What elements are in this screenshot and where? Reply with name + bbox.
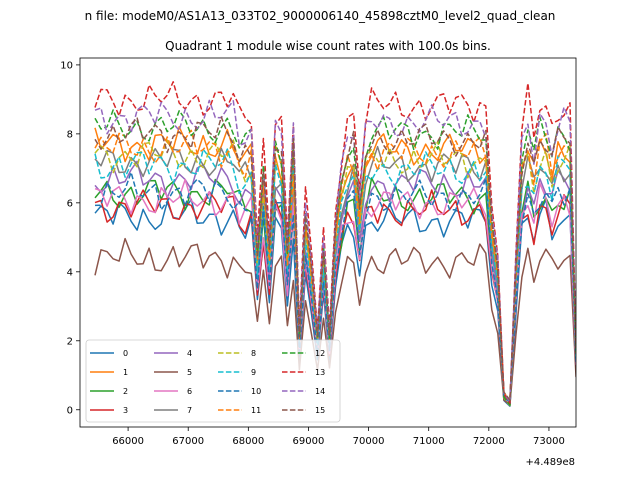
x-tick-label: 69000 xyxy=(293,436,325,447)
chart-title: Quadrant 1 module wise count rates with … xyxy=(165,39,491,53)
legend-label-0: 0 xyxy=(123,349,128,358)
series-line-6 xyxy=(94,178,576,404)
y-tick-label: 4 xyxy=(67,267,73,278)
legend-label-9: 9 xyxy=(251,368,256,377)
x-tick-label: 70000 xyxy=(353,436,385,447)
legend-label-8: 8 xyxy=(251,349,256,358)
legend-label-6: 6 xyxy=(187,387,192,396)
legend-label-2: 2 xyxy=(123,387,128,396)
x-axis: 66000 67000 68000 69000 70000 71000 72000 73000 xyxy=(112,427,565,447)
legend-label-1: 1 xyxy=(123,368,128,377)
series-line-1 xyxy=(94,126,576,405)
series-line-9 xyxy=(94,148,576,405)
series-line-10 xyxy=(94,171,576,404)
x-tick-label: 73000 xyxy=(533,436,565,447)
series-line-13 xyxy=(94,81,576,404)
legend-label-15: 15 xyxy=(315,406,325,415)
series-line-2 xyxy=(94,177,576,404)
legend-label-3: 3 xyxy=(123,406,128,415)
series-line-11 xyxy=(94,129,576,402)
y-tick-label: 10 xyxy=(60,60,73,71)
y-tick-label: 6 xyxy=(67,198,73,209)
x-axis-offset-label: +4.489e8 xyxy=(525,457,575,468)
legend-label-14: 14 xyxy=(315,387,325,396)
legend-label-11: 11 xyxy=(251,406,261,415)
series-layer xyxy=(94,81,576,407)
legend-label-7: 7 xyxy=(187,406,192,415)
x-tick-label: 68000 xyxy=(232,436,264,447)
series-line-3 xyxy=(94,189,576,402)
x-tick-label: 72000 xyxy=(473,436,505,447)
legend-label-10: 10 xyxy=(251,387,261,396)
axes-frame xyxy=(79,57,577,428)
suptitle: n file: modeM0/AS1A13_033T02_9000006140_… xyxy=(85,9,556,23)
legend-box xyxy=(85,339,341,423)
series-line-14 xyxy=(94,99,576,403)
legend-label-13: 13 xyxy=(315,368,325,377)
y-tick-label: 0 xyxy=(67,405,73,416)
series-line-5 xyxy=(94,237,576,406)
x-tick-label: 71000 xyxy=(413,436,445,447)
legend-label-4: 4 xyxy=(187,349,192,358)
legend-label-5: 5 xyxy=(187,368,192,377)
y-tick-label: 2 xyxy=(67,336,73,347)
y-axis: 0 2 4 6 8 10 xyxy=(60,60,80,416)
x-tick-label: 66000 xyxy=(112,436,144,447)
x-tick-label: 67000 xyxy=(172,436,204,447)
y-tick-label: 8 xyxy=(67,129,73,140)
legend-label-12: 12 xyxy=(315,349,325,358)
series-line-4 xyxy=(94,160,576,407)
